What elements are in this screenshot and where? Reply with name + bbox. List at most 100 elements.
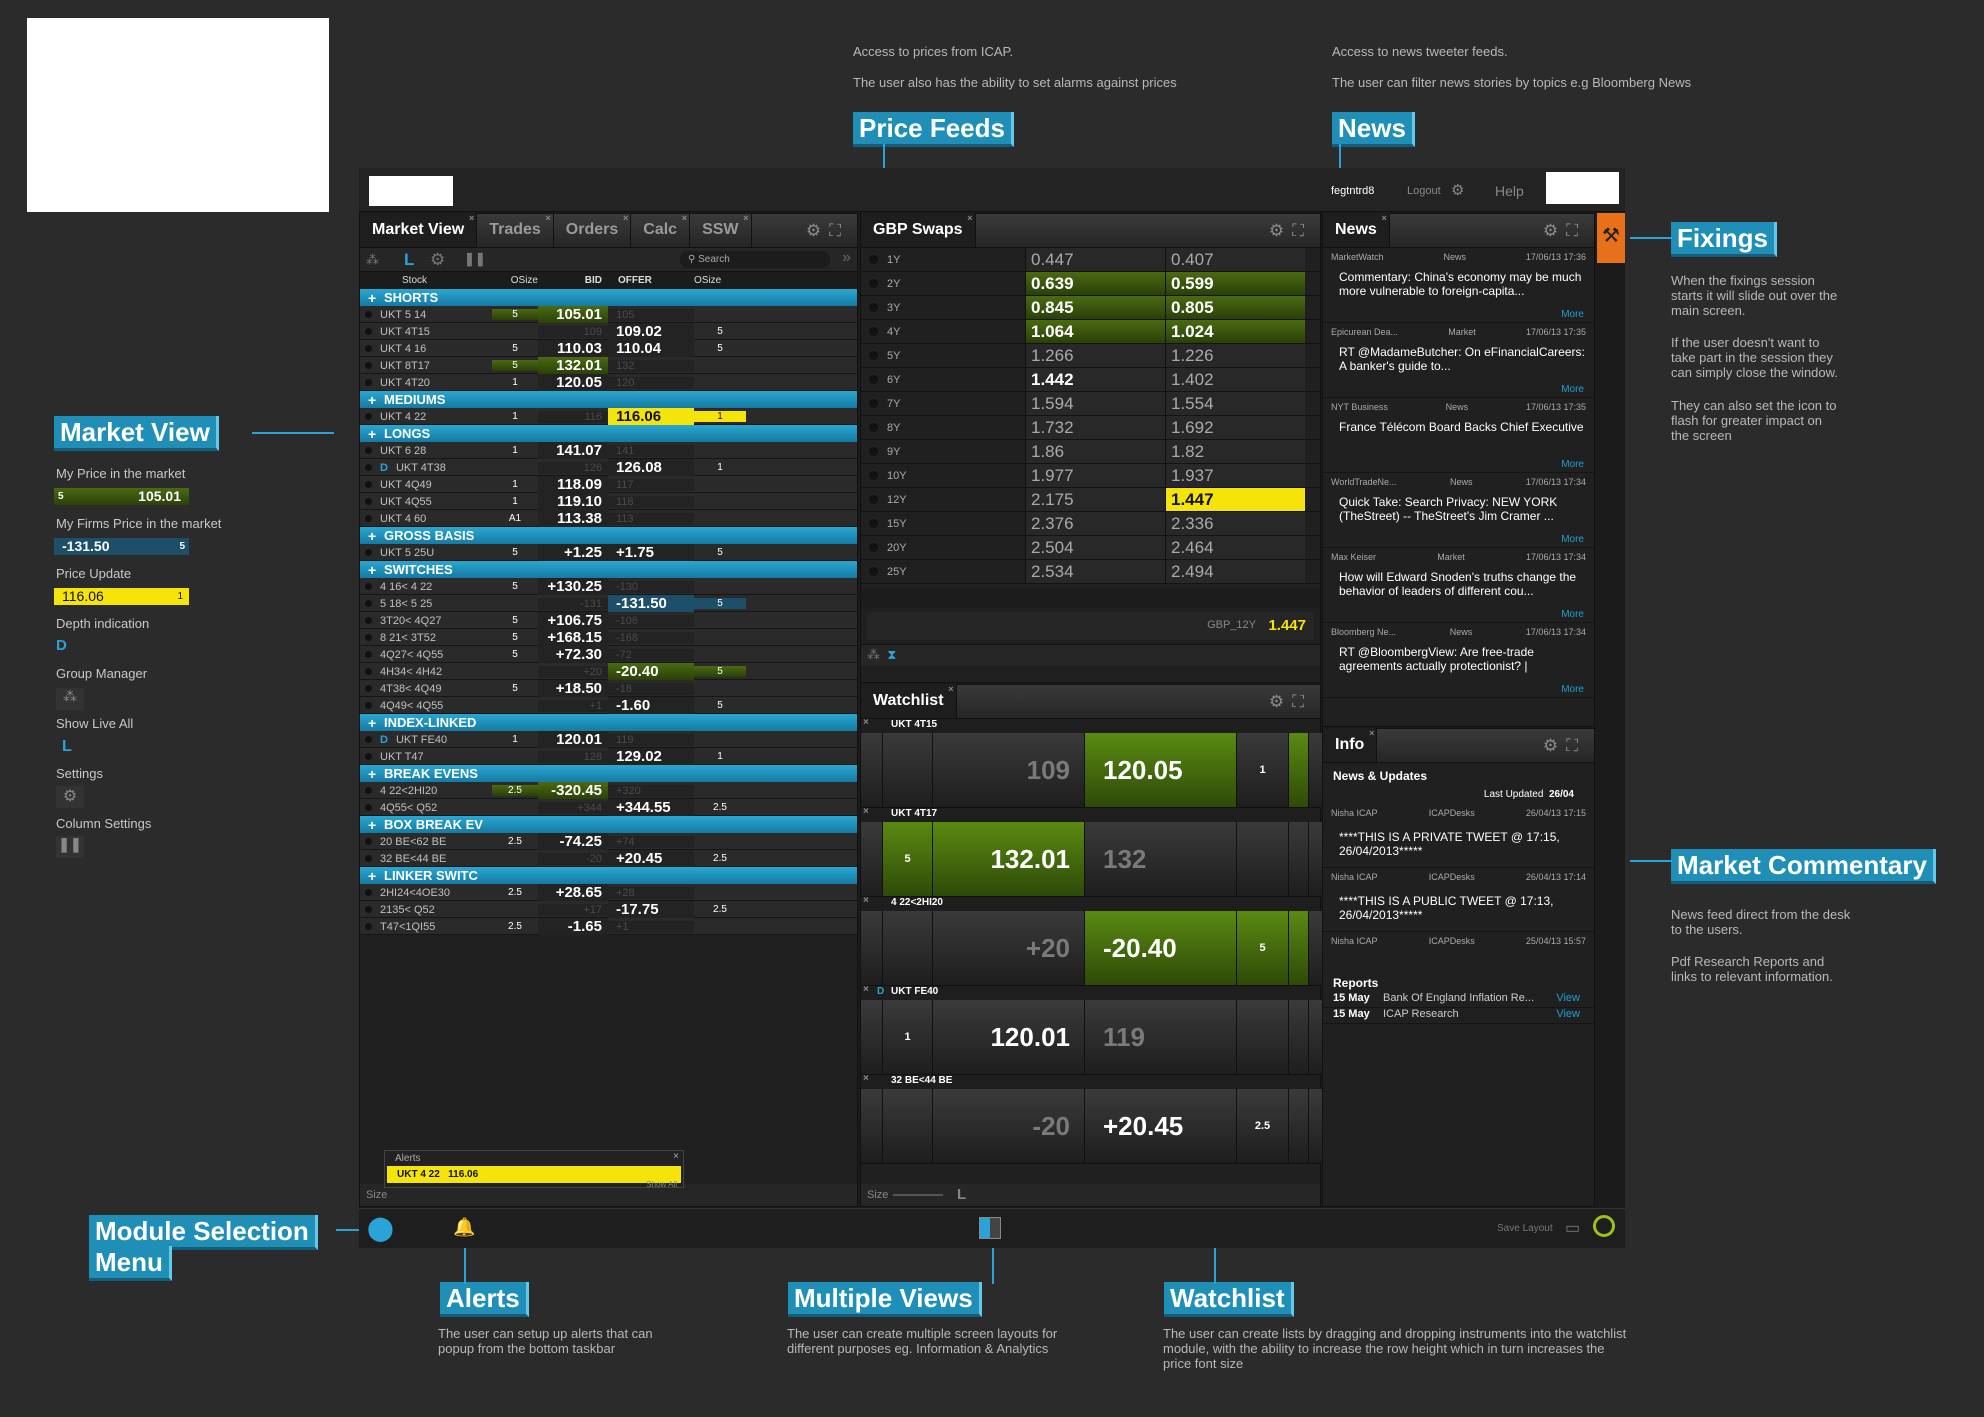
table-row[interactable]: UKT 4 16 5 110.03 110.04 5 xyxy=(360,340,857,357)
bid-price[interactable]: +72.30 xyxy=(538,646,608,663)
size-slider[interactable] xyxy=(893,1194,943,1196)
group-header[interactable]: + LONGS xyxy=(360,425,857,442)
group-header[interactable]: + MEDIUMS xyxy=(360,391,857,408)
show-live-button[interactable]: L xyxy=(404,250,415,269)
market-view-size-label[interactable]: Size xyxy=(360,1184,857,1206)
news-more-link[interactable]: More xyxy=(1561,534,1584,545)
swap-row[interactable]: 8Y 1.732 1.692 xyxy=(861,416,1320,440)
swap-row[interactable]: 5Y 1.266 1.226 xyxy=(861,344,1320,368)
swap-bid[interactable]: 1.594 xyxy=(1025,392,1165,415)
bid-price[interactable]: -320.45 xyxy=(538,782,608,799)
toolbar-settings-icon[interactable]: ⚙ xyxy=(430,250,446,269)
group-header[interactable]: + INDEX-LINKED xyxy=(360,714,857,731)
expand-plus-icon[interactable]: + xyxy=(368,867,377,884)
logout-button[interactable]: Logout xyxy=(1407,185,1441,197)
report-view-link[interactable]: View xyxy=(1556,992,1580,1004)
col-osize-bid[interactable]: OSize xyxy=(510,275,538,286)
swap-bid[interactable]: 1.977 xyxy=(1025,464,1165,487)
news-more-link[interactable]: More xyxy=(1561,609,1584,620)
watchlist-item[interactable]: × UKT 4T15 109 120.05 1 xyxy=(861,717,1327,808)
offer-price[interactable]: 141 xyxy=(608,444,694,457)
info-item[interactable]: Nisha ICAP ICAPDesks 26/04/13 17:14 ****THI… xyxy=(1323,868,1594,932)
table-row[interactable]: UKT 6 28 1 141.07 141 xyxy=(360,442,857,459)
table-row[interactable]: 2135< Q52 +17 -17.75 2.5 xyxy=(360,901,857,918)
bid-price[interactable]: 119.10 xyxy=(538,493,608,510)
offer-price[interactable]: 126.08 xyxy=(608,459,694,476)
group-header[interactable]: + SWITCHES xyxy=(360,561,857,578)
swap-bid[interactable]: 1.266 xyxy=(1025,344,1165,367)
remove-icon[interactable]: × xyxy=(863,806,869,817)
group-header[interactable]: + SHORTS xyxy=(360,289,857,306)
offer-price[interactable]: -72 xyxy=(608,648,694,661)
tab-ssw[interactable]: SSW × xyxy=(690,213,752,247)
tab-market-view[interactable]: Market View × xyxy=(360,213,478,247)
multiple-views-icon[interactable] xyxy=(979,1217,1001,1239)
report-row[interactable]: 15 May ICAP Research View xyxy=(1323,1008,1594,1024)
tab-close-icon[interactable]: × xyxy=(967,213,973,223)
expand-plus-icon[interactable]: + xyxy=(368,714,377,731)
table-row[interactable]: UKT T47 128 129.02 1 xyxy=(360,748,857,765)
news-more-link[interactable]: More xyxy=(1561,459,1584,470)
info-item[interactable]: Nisha ICAP ICAPDesks 26/04/13 17:15 ****THI… xyxy=(1323,804,1594,868)
watchlist-item[interactable]: × 32 BE<44 BE -20 +20.45 2.5 xyxy=(861,1073,1327,1164)
swap-offer[interactable]: 1.554 xyxy=(1165,392,1305,415)
alerts-close-icon[interactable]: × xyxy=(673,1151,679,1162)
expand-plus-icon[interactable]: + xyxy=(368,561,377,578)
module-selection-icon[interactable]: ⬤ xyxy=(367,1215,394,1242)
table-row[interactable]: UKT 4Q49 1 118.09 117 xyxy=(360,476,857,493)
swap-offer[interactable]: 1.82 xyxy=(1165,440,1305,463)
swap-row[interactable]: 9Y 1.86 1.82 xyxy=(861,440,1320,464)
watchlist-offer[interactable]: -20.40 xyxy=(1085,911,1237,985)
swap-row[interactable]: 7Y 1.594 1.554 xyxy=(861,392,1320,416)
offer-price[interactable]: +320 xyxy=(608,784,694,797)
offer-price[interactable]: +20.45 xyxy=(608,850,694,867)
bid-price[interactable]: 132.01 xyxy=(538,357,608,374)
offer-price[interactable]: -17.75 xyxy=(608,901,694,918)
news-item[interactable]: MarketWatch News 17/06/13 17:36 Commentary:… xyxy=(1323,248,1594,323)
swap-bid[interactable]: 1.86 xyxy=(1025,440,1165,463)
show-live-button[interactable]: L xyxy=(957,1186,967,1203)
watchlist-bid[interactable]: -20 xyxy=(933,1089,1085,1163)
table-row[interactable]: UKT 4T15 109 109.02 5 xyxy=(360,323,857,340)
swap-row[interactable]: 6Y 1.442 1.402 xyxy=(861,368,1320,392)
bid-price[interactable]: 128 xyxy=(538,750,608,763)
expand-plus-icon[interactable]: + xyxy=(368,391,377,408)
bid-price[interactable]: 141.07 xyxy=(538,442,608,459)
alerts-show-all[interactable]: Show All xyxy=(646,1180,677,1189)
swap-offer[interactable]: 0.599 xyxy=(1165,272,1305,295)
news-item[interactable]: NYT Business News 17/06/13 17:35 France Tél… xyxy=(1323,398,1594,473)
offer-price[interactable]: +1.75 xyxy=(608,544,694,561)
expand-plus-icon[interactable]: + xyxy=(368,527,377,544)
tab-info[interactable]: Info × xyxy=(1323,728,1378,762)
tab-news[interactable]: News × xyxy=(1323,213,1390,247)
swap-row[interactable]: 12Y 2.175 1.447 xyxy=(861,488,1320,512)
panel-settings-icon[interactable]: ⚙⛶ xyxy=(1268,692,1312,711)
table-row[interactable]: 20 BE<62 BE 2.5 -74.25 +74 xyxy=(360,833,857,850)
panel-settings-icon[interactable]: ⚙⛶ xyxy=(1542,736,1586,755)
swap-offer[interactable]: 1.226 xyxy=(1165,344,1305,367)
swap-bid[interactable]: 0.447 xyxy=(1025,248,1165,271)
swap-offer[interactable]: 2.494 xyxy=(1165,560,1305,583)
bid-price[interactable]: -1.65 xyxy=(538,918,608,935)
fixings-gavel-icon[interactable]: ⚒ xyxy=(1597,213,1625,263)
bid-price[interactable]: 109 xyxy=(538,325,608,338)
offer-price[interactable]: -1.60 xyxy=(608,697,694,714)
swap-bid[interactable]: 1.732 xyxy=(1025,416,1165,439)
swap-offer[interactable]: 2.464 xyxy=(1165,536,1305,559)
swap-row[interactable]: 15Y 2.376 2.336 xyxy=(861,512,1320,536)
column-settings-button-icon[interactable]: ❚❚ xyxy=(464,251,486,266)
swap-row[interactable]: 4Y 1.064 1.024 xyxy=(861,320,1320,344)
table-row[interactable]: 2HI24<4OE30 2.5 +28.65 +28 xyxy=(360,884,857,901)
bid-price[interactable]: 120.05 xyxy=(538,374,608,391)
news-item[interactable]: Max Keiser Market 17/06/13 17:34 How will E… xyxy=(1323,548,1594,623)
offer-price[interactable]: 118 xyxy=(608,495,694,508)
col-bid[interactable]: BID xyxy=(584,275,602,286)
swap-bid[interactable]: 0.845 xyxy=(1025,296,1165,319)
group-header[interactable]: + LINKER SWITC xyxy=(360,867,857,884)
panel-settings-icon[interactable]: ⚙⛶ xyxy=(1268,221,1312,240)
offer-price[interactable]: +344.55 xyxy=(608,799,694,816)
bid-price[interactable]: +1.25 xyxy=(538,544,608,561)
table-row[interactable]: D UKT 4T38 126 126.08 1 xyxy=(360,459,857,476)
tab-orders[interactable]: Orders × xyxy=(554,213,632,247)
offer-price[interactable]: +28 xyxy=(608,886,694,899)
